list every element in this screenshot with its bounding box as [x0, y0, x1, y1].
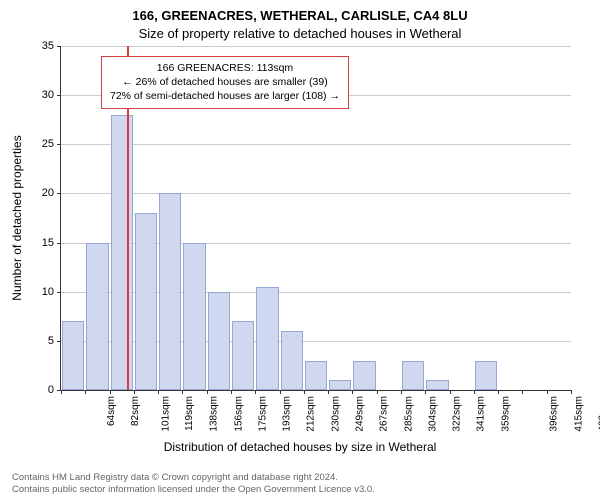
x-tick-mark — [571, 390, 572, 394]
y-axis-label: Number of detached properties — [10, 135, 24, 300]
x-tick-label: 267sqm — [379, 396, 390, 432]
y-tick-mark — [57, 95, 61, 96]
x-tick-mark — [450, 390, 451, 394]
x-tick-mark — [182, 390, 183, 394]
x-tick-label: 82sqm — [130, 396, 141, 426]
histogram-bar — [402, 361, 424, 390]
x-tick-mark — [134, 390, 135, 394]
y-tick-mark — [57, 341, 61, 342]
footer-line-2: Contains public sector information licen… — [12, 484, 375, 496]
x-tick-label: 212sqm — [306, 396, 317, 432]
annotation-line-3: 72% of semi-detached houses are larger (… — [110, 89, 340, 103]
x-tick-mark — [255, 390, 256, 394]
x-tick-mark — [61, 390, 62, 394]
y-tick-mark — [57, 46, 61, 47]
x-tick-mark — [110, 390, 111, 394]
x-tick-mark — [158, 390, 159, 394]
histogram-bar — [426, 380, 448, 390]
x-tick-mark — [547, 390, 548, 394]
x-tick-mark — [425, 390, 426, 394]
histogram-bar — [183, 243, 205, 390]
annotation-line-1: 166 GREENACRES: 113sqm — [110, 61, 340, 75]
x-tick-label: 101sqm — [160, 396, 171, 432]
histogram-bar — [329, 380, 351, 390]
y-tick-label: 10 — [14, 286, 54, 298]
x-tick-label: 119sqm — [184, 396, 195, 431]
x-tick-label: 64sqm — [106, 396, 117, 426]
x-tick-mark — [328, 390, 329, 394]
y-tick-mark — [57, 144, 61, 145]
histogram-bar — [232, 321, 254, 390]
x-tick-label: 359sqm — [500, 396, 511, 432]
x-tick-label: 156sqm — [233, 396, 244, 432]
histogram-bar — [256, 287, 278, 390]
y-tick-mark — [57, 292, 61, 293]
y-tick-mark — [57, 193, 61, 194]
x-tick-mark — [474, 390, 475, 394]
x-tick-mark — [352, 390, 353, 394]
grid-line — [61, 46, 571, 47]
annotation-box: 166 GREENACRES: 113sqm ← 26% of detached… — [101, 56, 349, 109]
footer-line-1: Contains HM Land Registry data © Crown c… — [12, 472, 375, 484]
y-tick-label: 15 — [14, 237, 54, 249]
x-tick-label: 193sqm — [282, 396, 293, 432]
plot-area: 166 GREENACRES: 113sqm ← 26% of detached… — [60, 46, 571, 391]
annotation-line-2: ← 26% of detached houses are smaller (39… — [110, 75, 340, 89]
y-tick-label: 35 — [14, 40, 54, 52]
x-tick-mark — [401, 390, 402, 394]
y-tick-mark — [57, 243, 61, 244]
histogram-bar — [208, 292, 230, 390]
chart-title: 166, GREENACRES, WETHERAL, CARLISLE, CA4… — [0, 8, 600, 23]
x-tick-label: 396sqm — [549, 396, 560, 432]
histogram-bar — [281, 331, 303, 390]
histogram-bar — [111, 115, 133, 390]
histogram-bar — [135, 213, 157, 390]
footer-attribution: Contains HM Land Registry data © Crown c… — [12, 472, 375, 496]
x-tick-label: 138sqm — [209, 396, 220, 432]
histogram-bar — [305, 361, 327, 390]
y-tick-label: 5 — [14, 335, 54, 347]
y-tick-label: 0 — [14, 384, 54, 396]
x-tick-label: 285sqm — [403, 396, 414, 432]
x-tick-mark — [207, 390, 208, 394]
y-tick-label: 20 — [14, 187, 54, 199]
x-tick-mark — [85, 390, 86, 394]
histogram-bar — [159, 193, 181, 390]
x-axis-label: Distribution of detached houses by size … — [0, 440, 600, 454]
x-tick-label: 322sqm — [452, 396, 463, 432]
histogram-bar — [62, 321, 84, 390]
histogram-bar — [475, 361, 497, 390]
x-tick-label: 175sqm — [257, 396, 268, 432]
y-tick-label: 25 — [14, 138, 54, 150]
x-tick-label: 304sqm — [427, 396, 438, 432]
x-tick-mark — [522, 390, 523, 394]
x-tick-mark — [498, 390, 499, 394]
chart-container: 166, GREENACRES, WETHERAL, CARLISLE, CA4… — [0, 0, 600, 500]
x-tick-label: 415sqm — [573, 396, 584, 432]
y-tick-label: 30 — [14, 89, 54, 101]
x-tick-mark — [280, 390, 281, 394]
grid-line — [61, 193, 571, 194]
x-tick-label: 341sqm — [476, 396, 487, 432]
histogram-bar — [86, 243, 108, 390]
x-tick-label: 230sqm — [330, 396, 341, 432]
chart-subtitle: Size of property relative to detached ho… — [0, 26, 600, 41]
x-tick-mark — [231, 390, 232, 394]
x-tick-mark — [377, 390, 378, 394]
x-tick-label: 249sqm — [355, 396, 366, 432]
grid-line — [61, 144, 571, 145]
histogram-bar — [353, 361, 375, 390]
x-tick-mark — [304, 390, 305, 394]
